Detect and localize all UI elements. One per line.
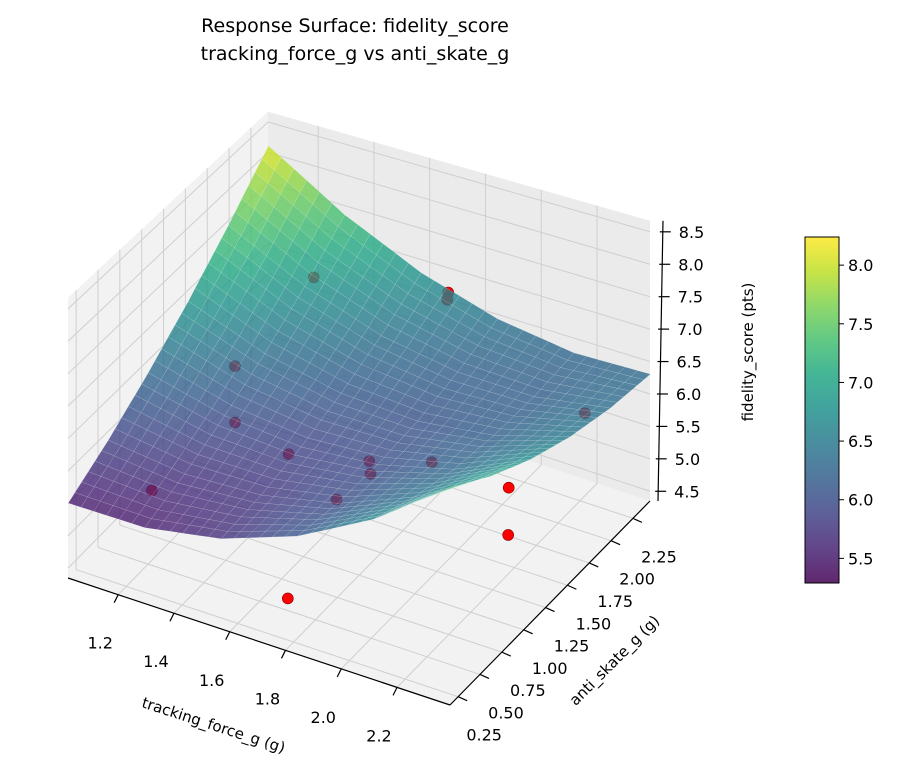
- surface-patch: [497, 464, 518, 471]
- y-tick: [545, 606, 555, 613]
- x-tick-label: 1.6: [199, 671, 224, 690]
- surface-patch: [556, 431, 578, 437]
- surface-patch: [543, 440, 565, 445]
- colorbar-tick-label: 6.0: [848, 491, 873, 510]
- y-tick-label: 0.25: [466, 726, 502, 745]
- surface-patch: [610, 388, 631, 398]
- x-tick-label: 1.8: [255, 689, 280, 708]
- surface-patch: [550, 436, 572, 441]
- floor-grid-y: [75, 569, 459, 698]
- x-tick: [280, 650, 287, 659]
- z-axis-label: fidelity_score (pts): [739, 283, 758, 422]
- colorbar-tick-label: 6.5: [848, 432, 873, 451]
- x-axis-line: [67, 577, 451, 706]
- y-tick: [632, 517, 643, 523]
- data-point: [502, 529, 514, 541]
- wall-grid-z: [67, 121, 269, 310]
- y-tick-label: 0.50: [488, 703, 524, 722]
- z-tick-label: 6.5: [676, 353, 701, 372]
- wall-grid-z: [67, 152, 269, 342]
- y-tick: [610, 540, 621, 546]
- response-surface: [67, 145, 651, 539]
- title-line-1: Response Surface: fidelity_score: [201, 15, 509, 37]
- y-tick-label: 1.75: [597, 592, 633, 611]
- colorbar-bar: [804, 236, 840, 584]
- wall-grid-z: [267, 121, 651, 233]
- x-tick: [169, 612, 175, 622]
- chart-title: Response Surface: fidelity_score trackin…: [201, 15, 510, 65]
- z-tick-label: 8.0: [678, 255, 703, 274]
- z-tick-label: 8.5: [679, 223, 704, 242]
- y-tick: [589, 562, 599, 568]
- y-tick: [479, 673, 490, 679]
- surface-patch: [437, 485, 457, 494]
- surface-patch: [577, 416, 598, 423]
- axes: 1.2 1.4 1.6 1.8 2.0 2.2 0.25 0.50 0.75 1.00 1.25 1.…: [67, 220, 704, 745]
- x-tick-label: 2.2: [366, 726, 391, 745]
- y-tick-label: 1.25: [554, 637, 590, 656]
- floor-grid-x: [396, 483, 598, 688]
- z-tick-label: 5.5: [675, 417, 700, 436]
- y-tick-label: 1.50: [576, 614, 612, 633]
- surface-patch: [457, 479, 478, 487]
- floor-grid-y: [119, 524, 502, 653]
- surface-patch: [603, 394, 625, 403]
- x-tick-label: 2.0: [311, 708, 336, 727]
- colorbar-tick-label: 5.5: [848, 549, 873, 568]
- z-tick-label: 6.0: [676, 385, 701, 404]
- title-line-2: tracking_force_g vs anti_skate_g: [201, 43, 510, 65]
- z-tick-label: 4.5: [674, 482, 699, 501]
- y-tick-label: 0.75: [510, 681, 546, 700]
- z-tick-label: 7.5: [678, 288, 703, 307]
- z-tick-label: 5.0: [675, 450, 700, 469]
- wall-grid-z: [267, 151, 651, 265]
- y-tick: [501, 651, 512, 657]
- colorbar-tick-label: 8.0: [848, 256, 873, 275]
- y-tick-label: 2.25: [641, 547, 677, 566]
- colorbar-tick-label: 7.5: [848, 315, 873, 334]
- floor-grid-x: [340, 464, 542, 670]
- y-tick-label: 1.00: [532, 659, 568, 678]
- surface-patch: [510, 459, 531, 465]
- colorbar: 5.5 6.0 6.5 7.0 7.5 8.0: [804, 236, 873, 584]
- surface-patch: [630, 370, 651, 381]
- y-axis-line: [449, 500, 651, 706]
- x-tick-label: 1.2: [87, 634, 112, 653]
- colorbar-tick-label: 7.0: [848, 373, 873, 392]
- floor-grid-y: [97, 546, 481, 675]
- y-tick: [567, 584, 577, 590]
- wall-grid-z: [267, 182, 651, 298]
- surface-patch: [444, 483, 464, 491]
- x-tick: [225, 631, 231, 641]
- data-point: [281, 592, 294, 605]
- x-tick: [336, 668, 342, 678]
- data-point: [502, 481, 515, 494]
- y-tick: [523, 629, 533, 635]
- x-tick: [392, 687, 398, 696]
- z-tick-label: 7.0: [677, 320, 702, 339]
- y-tick: [457, 696, 468, 702]
- z-axis-line: [657, 220, 664, 502]
- surface-patch: [583, 410, 605, 418]
- y-tick-label: 2.00: [619, 570, 655, 589]
- x-tick: [113, 594, 119, 603]
- x-tick-label: 1.4: [143, 652, 168, 671]
